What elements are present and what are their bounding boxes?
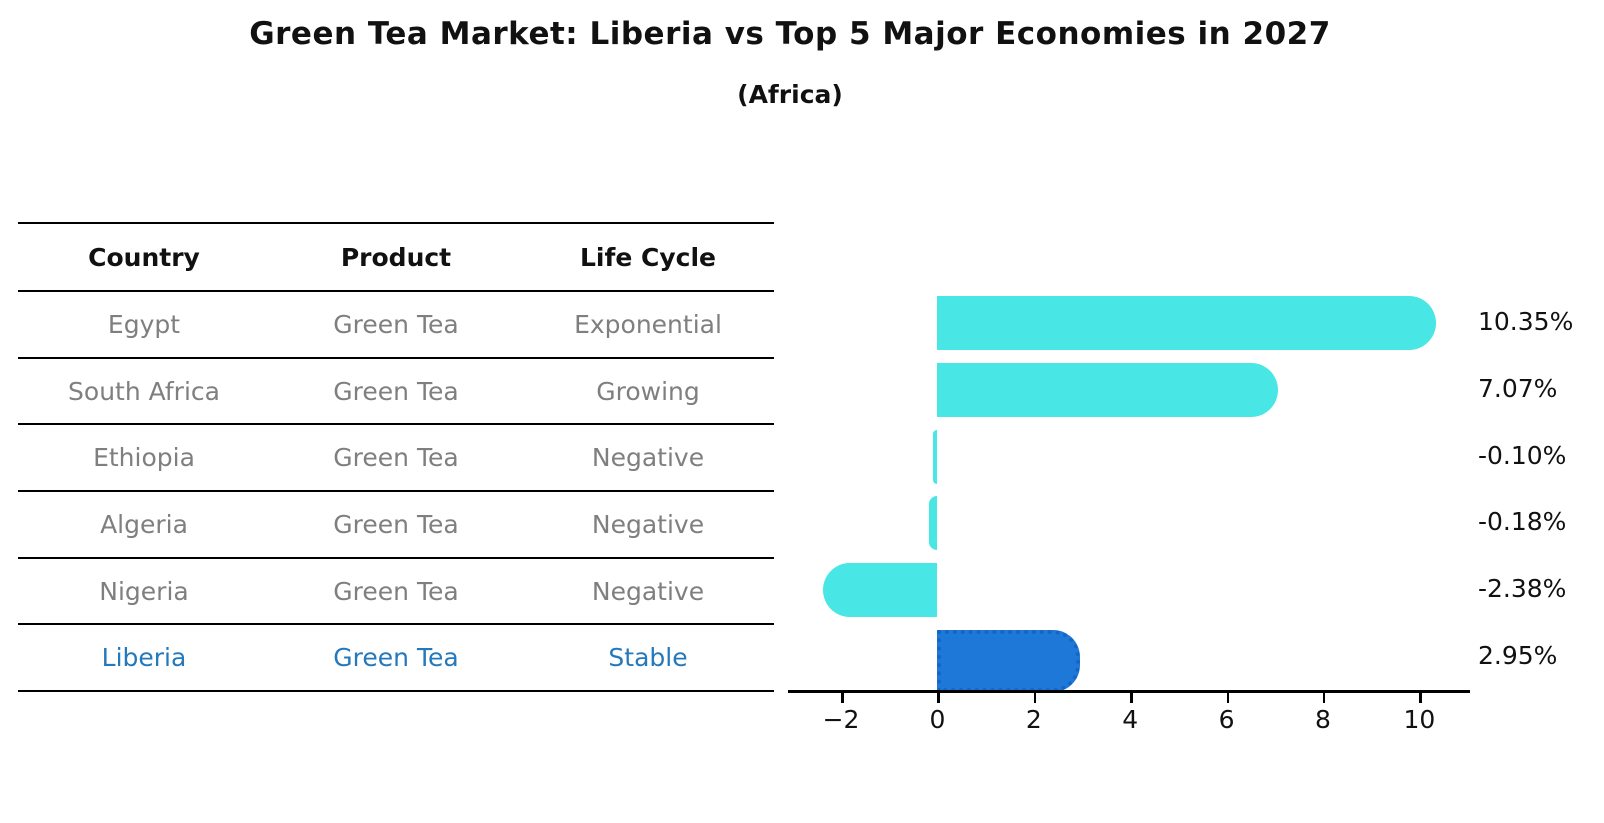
cell-product: Green Tea bbox=[333, 509, 459, 539]
value-label-nigeria: -2.38% bbox=[1478, 574, 1567, 603]
cell-life-cycle: Growing bbox=[596, 376, 700, 406]
column-header-life-cycle: Life Cycle bbox=[579, 242, 717, 272]
x-tick-label: 8 bbox=[1315, 705, 1331, 734]
country-table: Country Product Life Cycle Egypt Green Tea E… bbox=[18, 222, 774, 693]
cell-product: Green Tea bbox=[333, 643, 459, 673]
table-row-liberia: Liberia Green Tea Stable bbox=[18, 623, 774, 690]
chart-subtitle: (Africa) bbox=[737, 80, 843, 109]
cell-life-cycle: Negative bbox=[591, 509, 705, 539]
cell-life-cycle: Stable bbox=[608, 643, 688, 673]
cell-product: Green Tea bbox=[333, 576, 459, 606]
bar-liberia bbox=[937, 629, 1080, 692]
cell-country: Ethiopia bbox=[93, 443, 195, 473]
table-row-egypt: Egypt Green Tea Exponential bbox=[18, 290, 774, 357]
x-tick-label: 0 bbox=[929, 705, 946, 734]
bar-south-africa bbox=[937, 363, 1279, 417]
table-body: Egypt Green Tea Exponential South Africa Gre… bbox=[18, 290, 774, 693]
cell-product: Green Tea bbox=[333, 443, 459, 473]
column-header-country: Country bbox=[88, 242, 200, 272]
x-tick-mark bbox=[1322, 693, 1326, 703]
value-label-algeria: -0.18% bbox=[1478, 507, 1567, 537]
x-tick-label: 10 bbox=[1403, 705, 1436, 734]
cell-product: Green Tea bbox=[333, 376, 459, 406]
cell-country: Liberia bbox=[101, 643, 187, 673]
bar-egypt bbox=[937, 296, 1437, 351]
x-axis-line bbox=[788, 690, 1470, 693]
x-tick-mark bbox=[1033, 693, 1037, 703]
x-tick-mark bbox=[1226, 693, 1230, 703]
value-label-south-africa: 7.07% bbox=[1478, 374, 1558, 403]
cell-life-cycle: Negative bbox=[591, 443, 705, 473]
value-label-liberia: 2.95% bbox=[1478, 640, 1558, 670]
bar-plot-area bbox=[788, 290, 1470, 692]
column-header-product: Product bbox=[340, 242, 452, 272]
table-row-algeria: Algeria Green Tea Negative bbox=[18, 490, 774, 557]
cell-life-cycle: Exponential bbox=[574, 309, 722, 339]
table-row-nigeria: Nigeria Green Tea Negative bbox=[18, 556, 774, 624]
x-tick-label: 2 bbox=[1025, 705, 1042, 734]
cell-product: Green Tea bbox=[333, 309, 459, 339]
x-tick-mark bbox=[1419, 693, 1422, 703]
x-tick-mark bbox=[937, 693, 940, 703]
x-tick-label: 6 bbox=[1218, 705, 1235, 734]
cell-country: Algeria bbox=[100, 509, 188, 539]
cell-country: South Africa bbox=[68, 376, 220, 406]
bar-nigeria bbox=[822, 563, 938, 617]
cell-life-cycle: Negative bbox=[591, 576, 705, 606]
x-tick-label: 4 bbox=[1122, 705, 1139, 734]
bar-ethiopia bbox=[932, 429, 938, 484]
table-header-row: Country Product Life Cycle bbox=[18, 222, 774, 290]
x-tick-mark bbox=[1130, 693, 1133, 703]
bar-algeria bbox=[928, 496, 938, 551]
cell-country: Egypt bbox=[107, 309, 181, 339]
value-label-egypt: 10.35% bbox=[1478, 307, 1574, 337]
value-label-ethiopia: -0.10% bbox=[1478, 440, 1567, 470]
table-row-ethiopia: Ethiopia Green Tea Negative bbox=[18, 423, 774, 490]
x-tick-label: −2 bbox=[822, 705, 860, 734]
chart-title: Green Tea Market: Liberia vs Top 5 Major… bbox=[249, 16, 1331, 52]
cell-country: Nigeria bbox=[99, 576, 189, 606]
x-tick-mark bbox=[841, 693, 844, 703]
table-row-south-africa: South Africa Green Tea Growing bbox=[18, 356, 774, 424]
